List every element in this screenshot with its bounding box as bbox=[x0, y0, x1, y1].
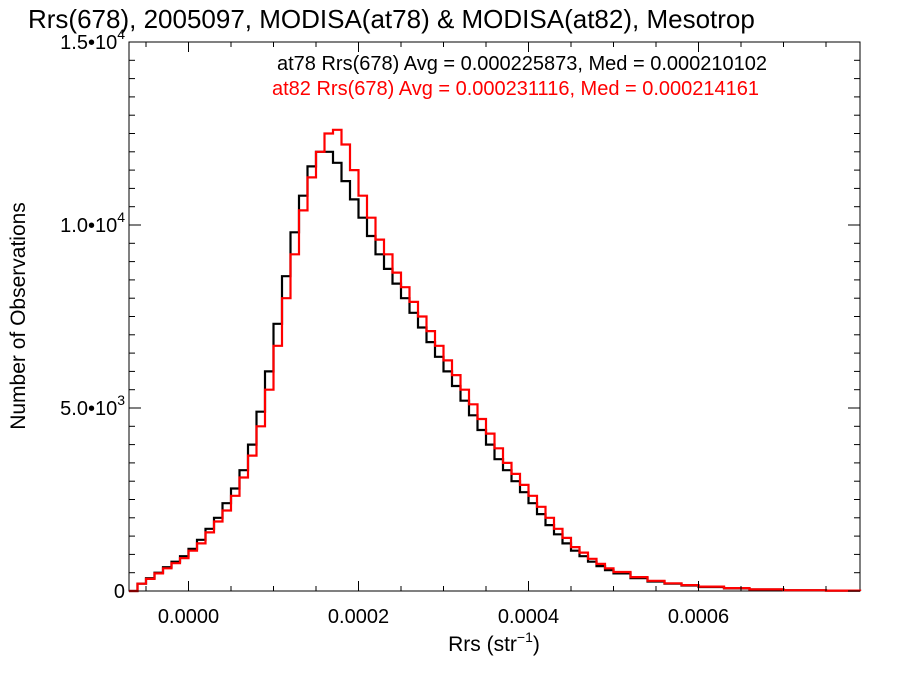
y-axis-ticks: 0 5.0•103 1.0•104 1.5•104 bbox=[60, 26, 860, 603]
series-layer bbox=[129, 128, 862, 593]
x-tick-label: 0.0006 bbox=[668, 606, 729, 628]
plot-frame bbox=[128, 41, 861, 592]
x-axis-label-main: Rrs (str bbox=[448, 633, 517, 656]
x-tick-label: 0.0000 bbox=[158, 606, 219, 628]
y-tick-label: 0 bbox=[114, 581, 125, 603]
x-axis-label: Rrs (str−1) bbox=[448, 629, 540, 656]
x-axis-label-end: ) bbox=[533, 633, 540, 656]
y-tick-label: 5.0•103 bbox=[60, 392, 125, 420]
y-tick-label: 1.5•104 bbox=[60, 26, 125, 54]
series-at82-line bbox=[129, 128, 862, 593]
x-axis-label-sup: −1 bbox=[517, 629, 533, 645]
y-axis-label: Number of Observations bbox=[7, 202, 30, 430]
y-tick-label: 1.0•104 bbox=[60, 209, 125, 237]
x-tick-label: 0.0004 bbox=[498, 606, 559, 628]
x-axis-ticks: 0.0000 0.0002 0.0004 0.0006 bbox=[145, 42, 827, 628]
legend-entry-at82: at82 Rrs(678) Avg = 0.000231116, Med = 0… bbox=[272, 78, 759, 100]
chart-title: Rrs(678), 2005097, MODISA(at78) & MODISA… bbox=[28, 4, 755, 34]
series-at78-line bbox=[129, 150, 862, 593]
legend-entry-at78: at78 Rrs(678) Avg = 0.000225873, Med = 0… bbox=[277, 53, 767, 75]
x-tick-label: 0.0002 bbox=[328, 606, 389, 628]
